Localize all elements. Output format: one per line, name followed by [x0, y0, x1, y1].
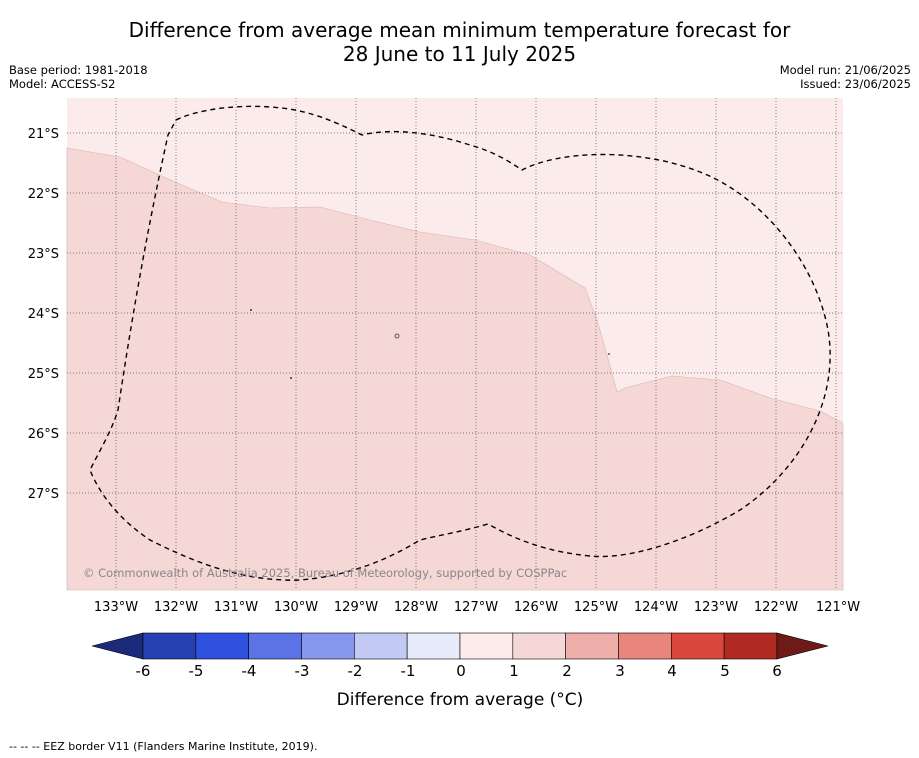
lon-label: 129°W — [334, 600, 378, 615]
lon-label: 124°W — [634, 600, 678, 615]
eez-legend: -- -- -- EEZ border V11 (Flanders Marine… — [9, 740, 318, 753]
colorbar-ticks: -6 -5 -4 -3 -2 -1 0 1 2 3 4 5 6 — [136, 662, 782, 680]
map-panel: © Commonwealth of Australia 2025, Bureau… — [66, 98, 844, 591]
eez-border — [89, 105, 831, 581]
colorbar-tick: -4 — [242, 662, 257, 680]
colorbar-bin — [565, 632, 619, 660]
lon-label: 121°W — [816, 600, 860, 615]
lon-label: 123°W — [694, 600, 738, 615]
lat-label: 24°S — [28, 307, 59, 322]
colorbar-label: Difference from average (°C) — [337, 690, 584, 710]
title-line-1: Difference from average mean minimum tem… — [128, 18, 791, 42]
colorbar-bin — [512, 632, 566, 660]
colorbar-bin — [618, 632, 672, 660]
copyright-notice: © Commonwealth of Australia 2025, Bureau… — [83, 566, 567, 580]
lon-label: 133°W — [94, 600, 138, 615]
colorbar-tick: -5 — [189, 662, 204, 680]
island-dot-3 — [290, 377, 292, 379]
map-title: Difference from average mean minimum tem… — [0, 18, 919, 66]
lat-label: 25°S — [28, 367, 59, 382]
longitude-labels: 133°W 132°W 131°W 130°W 129°W 128°W 127°… — [94, 600, 860, 615]
colorbar-tick: 6 — [772, 662, 782, 680]
colorbar-tick: 1 — [509, 662, 519, 680]
colorbar-tick: 5 — [720, 662, 730, 680]
colorbar-tick: 4 — [667, 662, 677, 680]
lon-label: 122°W — [754, 600, 798, 615]
lat-label: 27°S — [28, 487, 59, 502]
colorbar-tick: 0 — [456, 662, 466, 680]
lon-label: 127°W — [454, 600, 498, 615]
colorbar — [91, 632, 829, 660]
island-dot-2 — [394, 333, 400, 339]
colorbar-extend-low — [91, 632, 144, 660]
colorbar-bin — [723, 632, 778, 660]
lon-label: 130°W — [274, 600, 318, 615]
lon-label: 125°W — [574, 600, 618, 615]
map-band-1-2 — [66, 147, 844, 591]
colorbar-bin — [195, 632, 249, 660]
colorbar-tick: -1 — [401, 662, 416, 680]
lon-label: 128°W — [394, 600, 438, 615]
graticule — [67, 98, 843, 590]
lon-label: 132°W — [154, 600, 198, 615]
colorbar-tick: -6 — [136, 662, 151, 680]
model-run: Model run: 21/06/2025 — [779, 63, 911, 77]
colorbar-bin — [354, 632, 408, 660]
issued-date: Issued: 23/06/2025 — [800, 77, 911, 91]
colorbar-bin — [406, 632, 461, 660]
base-period: Base period: 1981-2018 — [9, 63, 148, 77]
lat-label: 23°S — [28, 247, 59, 262]
title-line-2: 28 June to 11 July 2025 — [342, 42, 577, 66]
lon-label: 131°W — [214, 600, 258, 615]
colorbar-bin — [670, 632, 725, 660]
colorbar-tick: 3 — [615, 662, 625, 680]
lat-label: 21°S — [28, 127, 59, 142]
colorbar-bin — [301, 632, 355, 660]
colorbar-tick: -3 — [295, 662, 310, 680]
colorbar-bin — [142, 632, 197, 660]
colorbar-extend-high — [776, 632, 829, 660]
colorbar-bin — [248, 632, 302, 660]
island-dot-4 — [608, 353, 610, 355]
island-dot-1 — [250, 309, 252, 311]
lon-label: 126°W — [514, 600, 558, 615]
colorbar-tick: 2 — [562, 662, 572, 680]
colorbar-tick: -2 — [348, 662, 363, 680]
lat-label: 22°S — [28, 187, 59, 202]
model-name: Model: ACCESS-S2 — [9, 77, 116, 91]
lat-label: 26°S — [28, 427, 59, 442]
latitude-labels: 21°S 22°S 23°S 24°S 25°S 26°S 27°S — [28, 127, 59, 502]
colorbar-bin — [459, 632, 514, 660]
meta-right: Model run: 21/06/2025 Issued: 23/06/2025 — [780, 63, 911, 91]
meta-left: Base period: 1981-2018 Model: ACCESS-S2 — [9, 63, 148, 91]
